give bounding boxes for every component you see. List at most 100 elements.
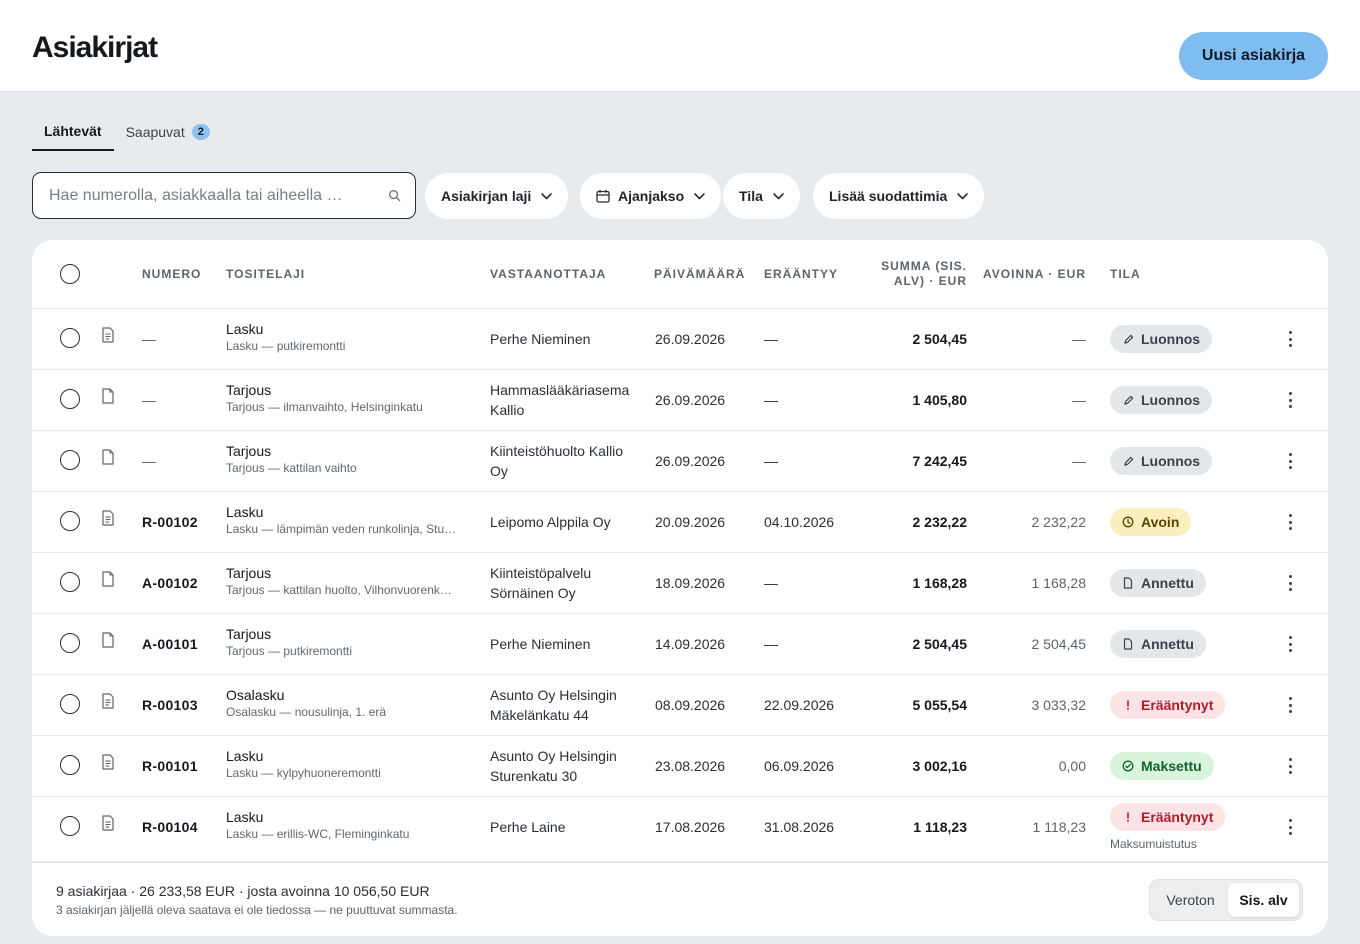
row-checkbox[interactable]: [60, 816, 80, 836]
search-input[interactable]: [49, 186, 387, 205]
row-due: —: [764, 392, 778, 408]
col-sum[interactable]: SUMMA (SIS. ALV) · EUR: [867, 259, 967, 289]
row-type-label: Lasku: [226, 748, 264, 764]
quote-document-icon: [101, 571, 115, 587]
exclamation-icon: [1122, 811, 1134, 823]
row-due: —: [764, 331, 778, 347]
tab-outgoing-label: Lähtevät: [44, 122, 102, 139]
row-more-icon[interactable]: [1288, 636, 1292, 652]
table-row[interactable]: A-00102 Tarjous Tarjous — kattilan huolto,…: [32, 553, 1328, 614]
search-icon[interactable]: [387, 189, 401, 203]
row-recipient: Kiinteistöhuolto Kallio Oy: [490, 443, 624, 479]
row-due: 06.09.2026: [764, 758, 835, 774]
row-open-amount: —: [1072, 331, 1086, 347]
row-more-icon[interactable]: [1288, 453, 1292, 469]
row-sum: 3 002,16: [912, 758, 968, 774]
row-checkbox[interactable]: [60, 328, 80, 348]
col-sum-line1: SUMMA (SIS.: [881, 259, 967, 273]
row-more-icon[interactable]: [1288, 697, 1292, 713]
row-recipient: Perhe Nieminen: [490, 636, 591, 652]
table-row[interactable]: A-00101 Tarjous Tarjous — putkiremontti Per…: [32, 614, 1328, 675]
toggle-incl-vat[interactable]: Sis. alv: [1227, 883, 1299, 917]
footer-summary: 9 asiakirjaa · 26 233,58 EUR · josta avo…: [56, 883, 430, 899]
row-date: 23.08.2026: [655, 758, 726, 774]
row-checkbox[interactable]: [60, 511, 80, 531]
filter-period[interactable]: Ajanjakso: [580, 173, 722, 219]
row-more-icon[interactable]: [1288, 758, 1292, 774]
row-more-icon[interactable]: [1288, 392, 1292, 408]
row-recipient: Asunto Oy Helsingin Mäkelänkatu 44: [490, 687, 617, 723]
table-row[interactable]: R-00101 Lasku Lasku — kylpyhuoneremontti As…: [32, 736, 1328, 797]
row-due: —: [764, 575, 778, 591]
row-checkbox[interactable]: [60, 633, 80, 653]
row-checkbox[interactable]: [60, 389, 80, 409]
row-number[interactable]: —: [142, 331, 156, 347]
row-number[interactable]: R-00104: [142, 819, 198, 835]
row-more-icon[interactable]: [1288, 331, 1292, 347]
row-checkbox[interactable]: [60, 694, 80, 714]
row-open-amount: —: [1072, 453, 1086, 469]
status-label: Annettu: [1141, 575, 1194, 591]
row-sum: 1 118,23: [913, 819, 967, 835]
row-checkbox[interactable]: [60, 572, 80, 592]
row-type: Tarjous Tarjous — kattilan huolto, Vilhon…: [226, 564, 452, 598]
status-label: Luonnos: [1141, 392, 1201, 408]
table-row[interactable]: — Tarjous Tarjous — ilmanvaihto, Helsingin…: [32, 370, 1328, 431]
row-checkbox[interactable]: [60, 755, 80, 775]
table-row[interactable]: R-00103 Osalasku Osalasku — nousulinja, 1.…: [32, 675, 1328, 736]
table-row[interactable]: — Lasku Lasku — putkiremontti Perhe Niemine…: [32, 309, 1328, 370]
filter-status-label: Tila: [739, 188, 763, 204]
row-number[interactable]: —: [142, 453, 156, 469]
row-more-icon[interactable]: [1288, 575, 1292, 591]
row-number[interactable]: A-00102: [142, 575, 198, 591]
filter-doc-type[interactable]: Asiakirjan laji: [425, 173, 569, 219]
row-more-icon[interactable]: [1288, 514, 1292, 530]
row-number[interactable]: A-00101: [142, 636, 198, 652]
new-document-button[interactable]: Uusi asiakirja: [1179, 32, 1328, 80]
row-date: 20.09.2026: [655, 514, 726, 530]
row-checkbox[interactable]: [60, 450, 80, 470]
row-subtitle: Tarjous — putkiremontti: [226, 644, 353, 658]
search-box[interactable]: [32, 172, 416, 219]
col-date[interactable]: PÄIVÄMÄÄRÄ: [654, 267, 746, 281]
col-due[interactable]: ERÄÄNTYY: [764, 267, 839, 281]
status-label: Erääntynyt: [1141, 809, 1214, 825]
tab-incoming[interactable]: Saapuvat 2: [114, 112, 222, 151]
pencil-icon: [1122, 455, 1134, 467]
col-status[interactable]: TILA: [1110, 267, 1141, 281]
tab-outgoing[interactable]: Lähtevät: [32, 112, 114, 151]
row-type-label: Tarjous: [226, 382, 272, 398]
row-open-amount: 1 168,28: [1031, 575, 1087, 591]
calendar-icon: [596, 189, 610, 203]
row-number[interactable]: R-00102: [142, 514, 198, 530]
filter-status[interactable]: Tila: [723, 173, 800, 219]
table-footer: 9 asiakirjaa · 26 233,58 EUR · josta avo…: [32, 862, 1328, 936]
row-date: 26.09.2026: [655, 392, 726, 408]
table-row[interactable]: R-00104 Lasku Lasku — erillis-WC, Flemingi…: [32, 797, 1328, 862]
table-row[interactable]: R-00102 Lasku Lasku — lämpimän veden runko…: [32, 492, 1328, 553]
col-type[interactable]: TOSITELAJI: [226, 267, 306, 281]
status-note: Maksumuistutus: [1110, 837, 1197, 851]
table-row[interactable]: — Tarjous Tarjous — kattilan vaihto Kiintei…: [32, 431, 1328, 492]
row-number[interactable]: R-00103: [142, 697, 198, 713]
select-all-checkbox[interactable]: [60, 264, 80, 284]
footer-note: 3 asiakirjan jäljellä oleva saatava ei o…: [56, 903, 458, 917]
toggle-excl-vat[interactable]: Veroton: [1166, 892, 1215, 908]
row-number[interactable]: R-00101: [142, 758, 198, 774]
col-open[interactable]: AVOINNA · EUR: [983, 267, 1086, 281]
filter-more[interactable]: Lisää suodattimia: [813, 173, 985, 219]
row-date: 08.09.2026: [655, 697, 726, 713]
col-number[interactable]: NUMERO: [142, 267, 202, 281]
status-label: Erääntynyt: [1141, 697, 1214, 713]
pencil-icon: [1122, 394, 1134, 406]
row-due: 04.10.2026: [764, 514, 835, 530]
row-more-icon[interactable]: [1288, 819, 1292, 835]
invoice-document-icon: [101, 815, 115, 831]
row-number[interactable]: —: [142, 392, 156, 408]
row-type-label: Lasku: [226, 809, 264, 825]
chevron-down-icon: [957, 192, 969, 200]
row-type: Lasku Lasku — erillis-WC, Fleminginkatu: [226, 808, 409, 842]
row-open-amount: —: [1072, 392, 1086, 408]
col-recipient[interactable]: VASTAANOTTAJA: [490, 267, 607, 281]
page-title: Asiakirjat: [32, 31, 158, 64]
